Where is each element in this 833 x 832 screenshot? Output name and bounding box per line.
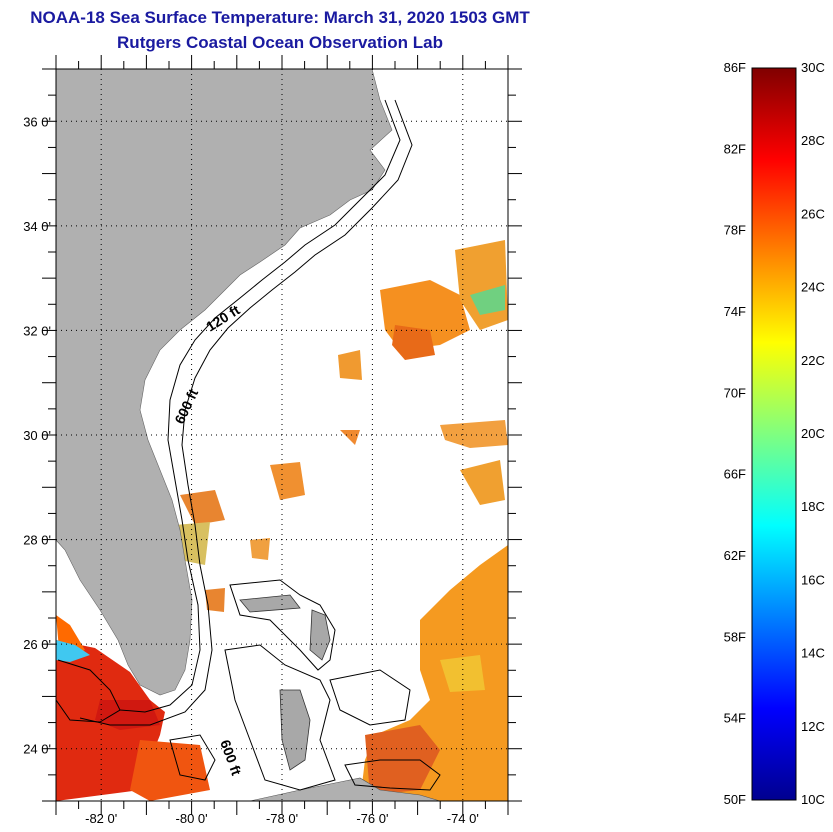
colorbar-c-label: 14C <box>801 646 825 661</box>
latitude-tick-label: 36 0' <box>23 114 51 129</box>
sst-data <box>56 240 508 801</box>
abaco-island <box>309 609 331 661</box>
colorbar-celsius-labels: 30C 28C 26C 24C 22C 20C 18C 16C 14C 12C 10C <box>801 60 825 807</box>
sst-map: 120 ft 600 ft 600 ft 24 0' 26 0' 28 0' 30 0… <box>23 55 522 826</box>
sst-patch-central-1 <box>270 462 305 500</box>
sst-patch-north-2 <box>392 325 435 360</box>
sst-patch-east-2 <box>460 460 505 505</box>
sst-patch-central-5 <box>250 538 270 560</box>
colorbar-f-label: 82F <box>724 141 746 156</box>
contour-bahamas-1 <box>229 579 336 671</box>
sst-patch-north-green <box>470 285 505 315</box>
sst-patch-gulf-cyan <box>56 640 90 662</box>
contour-bahamas-2 <box>224 644 336 791</box>
longitude-tick-label: -74 0' <box>447 811 479 826</box>
sst-patch-central-2 <box>180 490 225 525</box>
latitude-labels: 24 0' 26 0' 28 0' 30 0' 32 0' 34 0' 36 0' <box>23 114 51 756</box>
colorbar-f-label: 86F <box>724 60 746 75</box>
grid-lines <box>56 69 508 801</box>
latitude-tick-label: 24 0' <box>23 742 51 757</box>
latitude-tick-label: 32 0' <box>23 323 51 338</box>
latitude-tick-label: 26 0' <box>23 637 51 652</box>
colorbar-c-label: 10C <box>801 792 825 807</box>
colorbar-f-label: 78F <box>724 223 746 238</box>
contour-keys <box>56 659 121 723</box>
sst-patch-gulf-orange <box>130 740 210 801</box>
colorbar-c-label: 16C <box>801 572 825 587</box>
colorbar-c-label: 18C <box>801 499 825 514</box>
frame-ticks <box>42 55 522 815</box>
colorbar-f-label: 70F <box>724 385 746 400</box>
colorbar-c-label: 22C <box>801 353 825 368</box>
grand-bahama-island <box>239 594 301 613</box>
colorbar-f-label: 62F <box>724 548 746 563</box>
longitude-tick-label: -76 0' <box>356 811 388 826</box>
longitude-labels: -82 0' -80 0' -78 0' -76 0' -74 0' <box>85 811 479 826</box>
map-title: NOAA-18 Sea Surface Temperature: March 3… <box>30 8 530 27</box>
contour-120ft <box>119 99 401 713</box>
colorbar-fahrenheit-labels: 86F 82F 78F 74F 70F 66F 62F 58F 54F 50F <box>724 60 746 807</box>
longitude-tick-label: -78 0' <box>266 811 298 826</box>
bathymetry-contours <box>56 99 441 791</box>
sst-patch-central-4 <box>340 430 360 445</box>
colorbar-c-label: 12C <box>801 719 825 734</box>
colorbar-c-label: 20C <box>801 426 825 441</box>
colorbar-c-label: 24C <box>801 280 825 295</box>
contour-cuba <box>344 759 441 791</box>
colorbar-f-label: 50F <box>724 792 746 807</box>
colorbar-c-label: 26C <box>801 206 825 221</box>
colorbar-c-label: 28C <box>801 133 825 148</box>
colorbar-f-label: 66F <box>724 467 746 482</box>
contour-straits <box>169 734 216 781</box>
contour-600ft <box>79 99 413 726</box>
map-subtitle: Rutgers Coastal Ocean Observation Lab <box>117 33 443 52</box>
sst-patch-southeast-yellow <box>440 655 485 692</box>
colorbar-c-label: 30C <box>801 60 825 75</box>
temperature-colorbar: 86F 82F 78F 74F 70F 66F 62F 58F 54F 50F 30C 28C 26C… <box>724 60 825 807</box>
contour-bahamas-3 <box>329 669 411 726</box>
longitude-tick-label: -82 0' <box>85 811 117 826</box>
map-content: 120 ft 600 ft 600 ft <box>56 69 508 801</box>
colorbar-gradient <box>751 67 797 801</box>
latitude-tick-label: 34 0' <box>23 219 51 234</box>
sst-patch-keys <box>95 700 160 730</box>
latitude-tick-label: 28 0' <box>23 533 51 548</box>
sst-patch-east-1 <box>440 420 508 448</box>
colorbar-f-label: 54F <box>724 711 746 726</box>
colorbar-f-label: 58F <box>724 629 746 644</box>
colorbar-f-label: 74F <box>724 304 746 319</box>
cuba-land <box>249 777 441 801</box>
latitude-tick-label: 30 0' <box>23 428 51 443</box>
sst-patch-central-6 <box>205 588 225 612</box>
longitude-tick-label: -80 0' <box>176 811 208 826</box>
sst-patch-central-7 <box>338 350 362 380</box>
